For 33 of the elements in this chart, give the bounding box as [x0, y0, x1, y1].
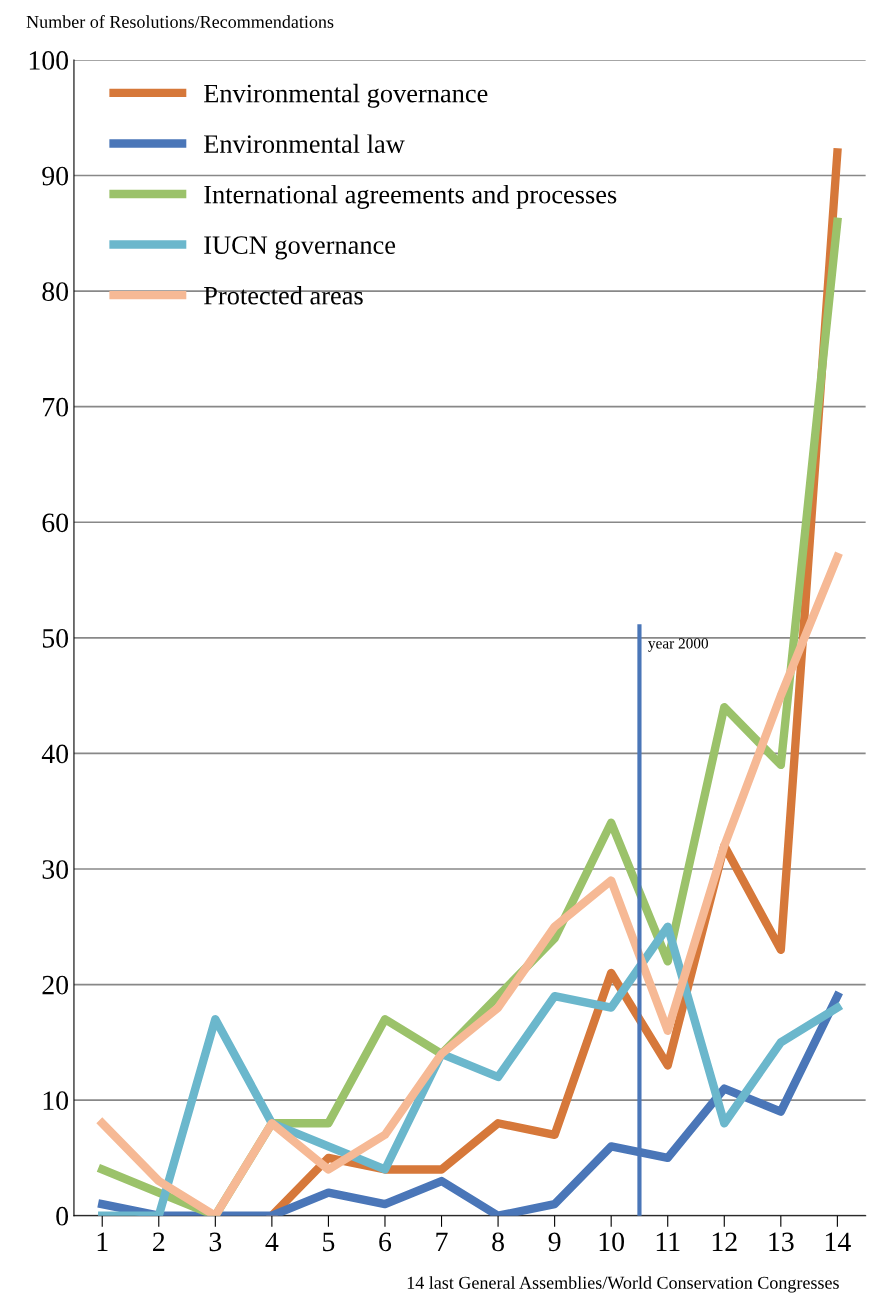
y-tick-label: 60 — [42, 513, 69, 533]
x-tick-label: 5 — [323, 1232, 335, 1252]
y-tick-label: 80 — [42, 282, 69, 301]
x-tick-label: 12 — [712, 1232, 737, 1251]
x-tick-label: 14 — [825, 1232, 851, 1251]
x-tick-label: 9 — [548, 1232, 561, 1252]
x-tick-label: 10 — [599, 1232, 624, 1252]
y-tick-label: 70 — [43, 397, 69, 417]
y-tick-label: 0 — [56, 1206, 69, 1226]
x-tick-label: 3 — [209, 1232, 222, 1252]
x-tick-label: 13 — [769, 1232, 794, 1252]
legend-label: Environmental law — [204, 134, 405, 153]
legend-label: IUCN governance — [204, 236, 396, 260]
x-tick-label: 8 — [492, 1232, 504, 1252]
ref-line-label: year 2000 — [648, 638, 709, 652]
x-tick-label: 4 — [265, 1232, 279, 1251]
y-tick-label: 90 — [42, 166, 69, 186]
y-tick-label: 10 — [43, 1091, 69, 1111]
legend-label: International agreements and processes — [204, 184, 617, 209]
x-tick-label: 1 — [97, 1232, 108, 1251]
y-tick-label: 50 — [42, 628, 69, 648]
legend-label: Protected areas — [204, 286, 363, 305]
x-tick-label: 7 — [436, 1232, 448, 1251]
x-tick-label: 11 — [656, 1232, 680, 1251]
y-tick-label: 40 — [41, 744, 69, 764]
x-tick-label: 2 — [153, 1232, 165, 1251]
x-axis-title: 14 last General Assemblies/World Conservation Congresses — [407, 1276, 839, 1293]
legend-label: Environmental governance — [204, 83, 488, 108]
x-tick-label: 6 — [379, 1232, 392, 1252]
y-tick-label: 100 — [29, 51, 69, 70]
y-tick-label: 20 — [42, 975, 69, 995]
y-tick-label: 30 — [42, 860, 69, 879]
y-axis-title: Number of Resolutions/Recommendations — [26, 15, 334, 28]
